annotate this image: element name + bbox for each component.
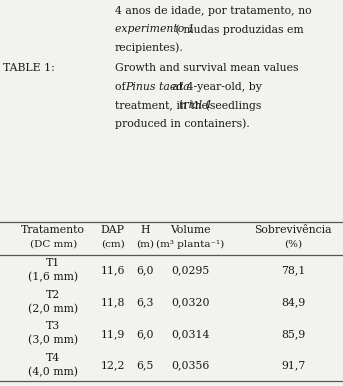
- Text: (%): (%): [284, 240, 302, 249]
- Text: TABLE 1:: TABLE 1:: [3, 63, 55, 73]
- Text: at 4-year-old, by: at 4-year-old, by: [169, 82, 262, 92]
- Text: 0,0356: 0,0356: [171, 361, 210, 371]
- Text: T1: T1: [46, 258, 60, 268]
- Text: T4: T4: [46, 353, 60, 363]
- Text: 6,3: 6,3: [136, 297, 154, 307]
- Text: Volume: Volume: [170, 225, 211, 235]
- Text: 11,9: 11,9: [100, 329, 125, 339]
- Text: (m): (m): [136, 240, 154, 249]
- Text: 0,0295: 0,0295: [171, 266, 210, 276]
- Text: 12,2: 12,2: [100, 361, 125, 371]
- Text: 84,9: 84,9: [281, 297, 305, 307]
- Text: 6,5: 6,5: [136, 361, 153, 371]
- Text: T2: T2: [46, 290, 60, 300]
- Text: experimento 1: experimento 1: [115, 24, 194, 34]
- Text: of: of: [115, 82, 129, 92]
- Text: produced in containers).: produced in containers).: [115, 119, 250, 129]
- Text: H: H: [140, 225, 150, 235]
- Text: Pinus taeda: Pinus taeda: [126, 82, 190, 92]
- Text: Tratamento: Tratamento: [21, 225, 85, 235]
- Text: 6,0: 6,0: [136, 329, 154, 339]
- Text: treatment, in the: treatment, in the: [115, 100, 211, 110]
- Text: Sobrevivência: Sobrevivência: [255, 225, 332, 235]
- Text: 0,0314: 0,0314: [171, 329, 210, 339]
- Text: ( mudas produzidas em: ( mudas produzidas em: [172, 24, 303, 35]
- Text: recipientes).: recipientes).: [115, 43, 184, 53]
- Text: DAP: DAP: [100, 225, 125, 235]
- Text: 78,1: 78,1: [281, 266, 306, 276]
- Text: (cm): (cm): [100, 240, 125, 249]
- Text: (2,0 mm): (2,0 mm): [28, 303, 78, 314]
- Text: (4,0 mm): (4,0 mm): [28, 367, 78, 377]
- Text: Growth and survival mean values: Growth and survival mean values: [115, 63, 298, 73]
- Text: 6,0: 6,0: [136, 266, 154, 276]
- Text: (DC mm): (DC mm): [29, 240, 77, 249]
- Text: (1,6 mm): (1,6 mm): [28, 272, 78, 282]
- Text: 85,9: 85,9: [281, 329, 305, 339]
- Text: 11,8: 11,8: [100, 297, 125, 307]
- Text: 4 anos de idade, por tratamento, no: 4 anos de idade, por tratamento, no: [115, 6, 311, 16]
- Text: (seedlings: (seedlings: [202, 100, 262, 111]
- Text: trial 1: trial 1: [179, 100, 213, 110]
- Text: 91,7: 91,7: [281, 361, 305, 371]
- Text: 0,0320: 0,0320: [171, 297, 210, 307]
- Text: T3: T3: [46, 321, 60, 331]
- Text: (3,0 mm): (3,0 mm): [28, 335, 78, 345]
- Text: (m³ planta⁻¹): (m³ planta⁻¹): [156, 240, 224, 249]
- Text: 11,6: 11,6: [100, 266, 125, 276]
